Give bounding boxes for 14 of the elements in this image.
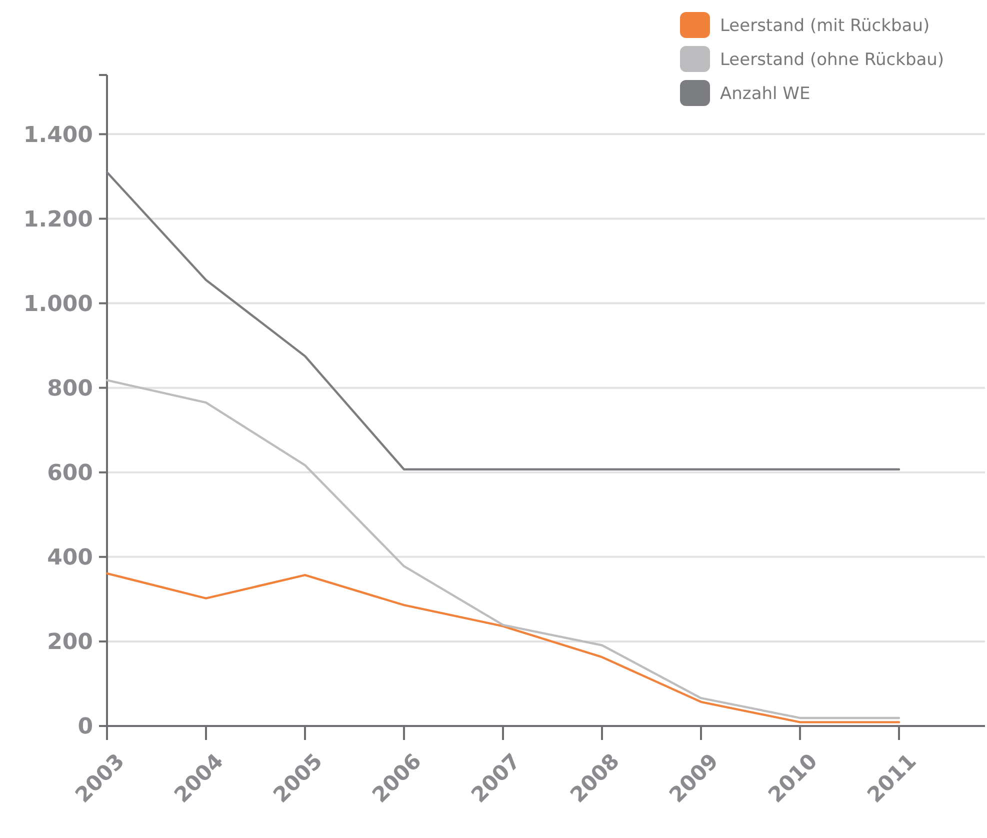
y-tick-label: 1.400 (23, 122, 93, 148)
y-tick-label: 1.000 (23, 292, 93, 317)
legend-label: Leerstand (mit Rückbau) (720, 16, 930, 36)
legend-label: Leerstand (ohne Rückbau) (720, 50, 944, 70)
legend-label: Anzahl WE (720, 84, 810, 104)
y-tick-label: 600 (47, 461, 93, 486)
y-tick-label: 400 (47, 546, 93, 571)
y-tick-label: 0 (78, 714, 93, 740)
line-series (106, 379, 900, 720)
y-tick-label: 800 (47, 376, 93, 402)
y-tick-label: 200 (47, 630, 93, 656)
y-tick-label: 1.200 (23, 207, 93, 232)
line-series (106, 171, 900, 471)
line-series (106, 572, 900, 724)
